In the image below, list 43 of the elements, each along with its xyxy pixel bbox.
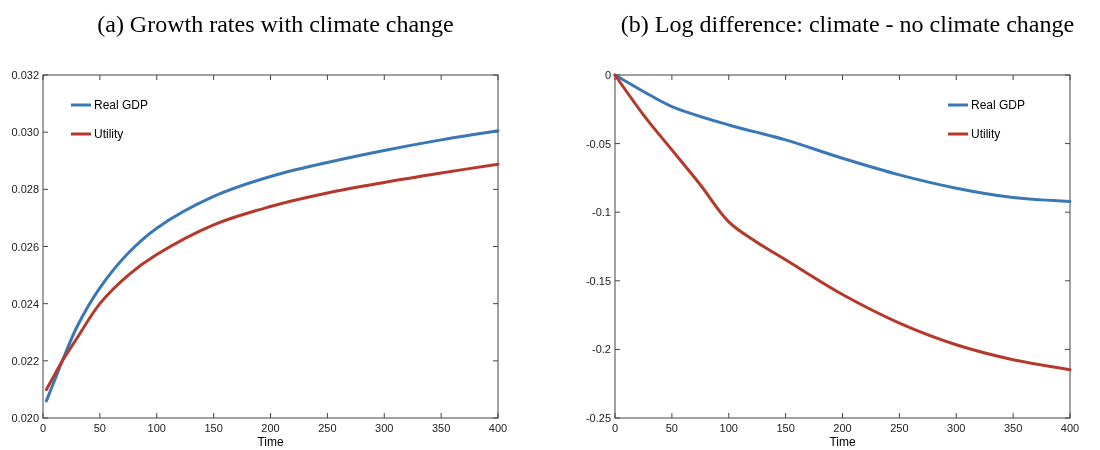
- x-tick-label: 350: [431, 422, 451, 434]
- legend-label: Utility: [94, 127, 124, 141]
- y-tick-label: 0.020: [11, 412, 39, 424]
- x-tick-label: 250: [890, 422, 909, 434]
- y-tick-label: 0: [604, 69, 611, 81]
- x-tick-label: 200: [833, 422, 852, 434]
- y-tick-label: -0.25: [585, 412, 611, 424]
- legend-label: Real GDP: [94, 98, 149, 112]
- y-tick-label: 0.030: [11, 126, 39, 139]
- y-tick-label: -0.15: [585, 274, 611, 287]
- legend-label: Utility: [971, 127, 1001, 141]
- x-tick-label: 300: [947, 422, 966, 434]
- x-tick-label: 400: [488, 422, 508, 434]
- x-axis-title: Time: [829, 435, 856, 449]
- x-tick-label: 200: [261, 422, 280, 434]
- legend-label: Real GDP: [971, 98, 1026, 112]
- x-tick-label: 400: [1060, 422, 1080, 434]
- y-tick-label: 0.032: [11, 69, 39, 81]
- line-series: [613, 73, 1072, 372]
- x-tick-label: 100: [719, 422, 738, 434]
- chart-title: (a) Growth rates with climate change: [97, 11, 454, 37]
- x-tick-label: 150: [776, 422, 795, 434]
- x-tick-label: 0: [39, 422, 47, 434]
- y-tick-label: -0.2: [592, 343, 611, 356]
- chart-title: (b) Log difference: climate - no climate change: [620, 11, 1075, 37]
- y-tick-label: -0.05: [585, 137, 611, 150]
- x-tick-label: 300: [375, 422, 394, 434]
- line-series: [44, 129, 500, 403]
- x-tick-label: 150: [204, 422, 223, 434]
- line-series: [44, 162, 500, 391]
- x-tick-label: 0: [611, 422, 619, 434]
- x-tick-label: 250: [318, 422, 337, 434]
- x-tick-label: 50: [93, 422, 106, 434]
- y-tick-label: 0.022: [11, 354, 39, 367]
- line-series: [613, 73, 1072, 203]
- x-axis-title: Time: [257, 435, 284, 449]
- x-tick-label: 350: [1003, 422, 1023, 434]
- y-tick-label: -0.1: [592, 206, 611, 219]
- y-tick-label: 0.028: [11, 183, 39, 196]
- y-tick-label: 0.024: [11, 297, 39, 310]
- y-tick-label: 0.026: [11, 240, 39, 253]
- x-tick-label: 100: [147, 422, 166, 434]
- x-tick-label: 50: [665, 422, 678, 434]
